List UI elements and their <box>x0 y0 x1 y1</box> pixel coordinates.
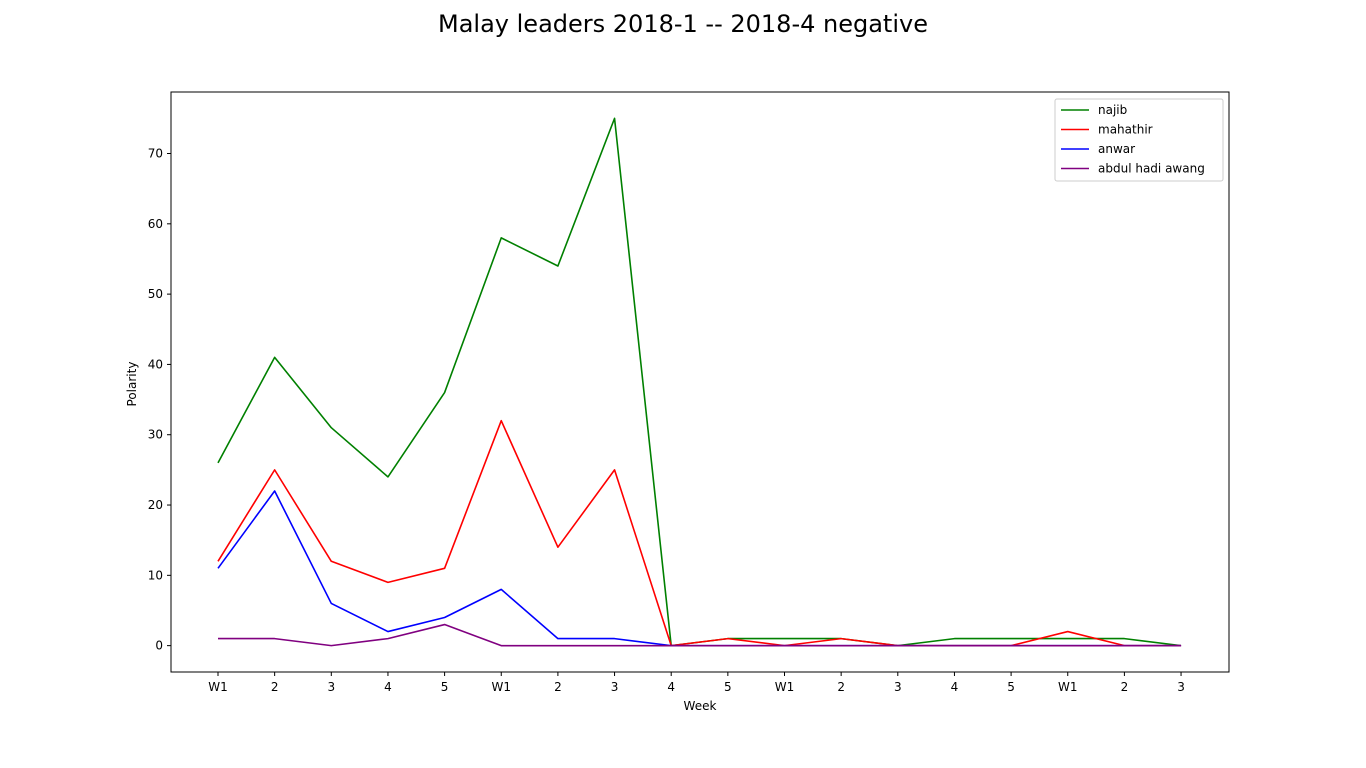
x-tick-label: W1 <box>492 680 512 694</box>
x-axis-label: Week <box>684 699 717 713</box>
x-tick-label: 3 <box>894 680 902 694</box>
x-tick-label: 3 <box>611 680 619 694</box>
y-axis-ticks: 0 10 20 30 40 50 60 70 <box>148 147 171 653</box>
chart-title: Malay leaders 2018-1 -- 2018-4 negative <box>438 10 928 38</box>
legend-label: najib <box>1098 103 1127 117</box>
x-tick-label: 3 <box>327 680 335 694</box>
legend-label: mahathir <box>1098 123 1153 137</box>
y-tick-label: 40 <box>148 357 163 371</box>
x-tick-label: 2 <box>554 680 562 694</box>
x-tick-label: W1 <box>208 680 228 694</box>
x-tick-label: 4 <box>384 680 392 694</box>
y-tick-label: 10 <box>148 568 163 582</box>
x-tick-label: 5 <box>441 680 449 694</box>
y-tick-label: 60 <box>148 217 163 231</box>
series-line-abdul-hadi-awang <box>218 623 1182 647</box>
x-tick-label: 3 <box>1177 680 1185 694</box>
y-tick-label: 0 <box>155 639 163 653</box>
y-tick-label: 30 <box>148 428 163 442</box>
y-tick-label: 70 <box>148 147 163 161</box>
x-tick-label: 2 <box>271 680 279 694</box>
legend-box <box>1054 98 1224 182</box>
legend-label: anwar <box>1098 142 1135 156</box>
legend-label: abdul hadi awang <box>1098 162 1205 176</box>
x-tick-label: 2 <box>837 680 845 694</box>
x-tick-label: W1 <box>775 680 795 694</box>
y-axis-label: Polarity <box>125 362 139 407</box>
plot-frame <box>170 91 1230 673</box>
y-tick-label: 50 <box>148 287 163 301</box>
x-tick-label: 4 <box>951 680 959 694</box>
x-tick-label: 5 <box>1007 680 1015 694</box>
y-tick-label: 20 <box>148 498 163 512</box>
series-line-anwar <box>217 490 1182 647</box>
x-axis-ticks: W1 2 3 4 5 W1 2 3 4 5 W1 2 3 4 5 W1 2 3 <box>208 672 1185 694</box>
x-tick-label: W1 <box>1058 680 1078 694</box>
legend: najib mahathir anwar abdul hadi awang <box>1054 98 1224 182</box>
series-line-najib <box>217 117 1182 647</box>
x-tick-label: 5 <box>724 680 732 694</box>
x-tick-label: 2 <box>1121 680 1129 694</box>
series-line-mahathir <box>217 419 1182 647</box>
x-tick-label: 4 <box>667 680 675 694</box>
series-layer <box>217 117 1182 647</box>
